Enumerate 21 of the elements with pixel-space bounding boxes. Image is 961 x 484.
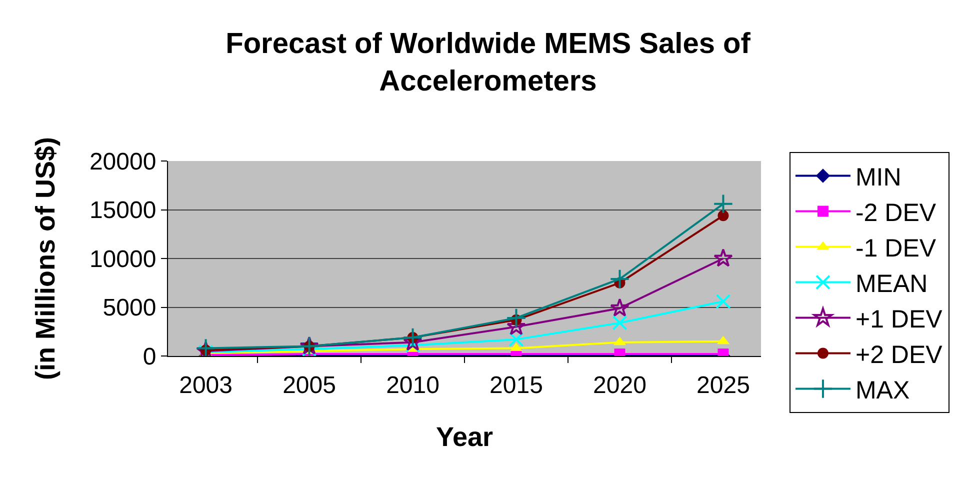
legend-label: MAX xyxy=(855,376,910,404)
chart-title: Forecast of Worldwide MEMS Sales of Accelerometers xyxy=(226,28,751,98)
legend-label: MEAN xyxy=(855,270,928,298)
y-tick-label: 20000 xyxy=(89,148,156,176)
y-axis-title: (in Millions of US$) xyxy=(30,137,60,380)
y-tick-label: 15000 xyxy=(89,197,156,224)
y-tick-label: 10000 xyxy=(89,246,156,273)
legend-label: +1 DEV xyxy=(855,306,943,334)
x-tick-label: 2015 xyxy=(490,372,543,399)
legend-label: +2 DEV xyxy=(855,341,943,369)
y-tick-label: 5000 xyxy=(102,294,156,322)
y-tick-label: 0 xyxy=(142,343,156,370)
x-tick-label: 2020 xyxy=(593,372,646,399)
legend-label: -1 DEV xyxy=(855,234,936,262)
x-tick-label: 2003 xyxy=(179,372,232,399)
x-axis-title: Year xyxy=(436,422,494,452)
x-tick-label: 2010 xyxy=(386,372,440,399)
legend-label: MIN xyxy=(855,164,902,192)
legend-label: -2 DEV xyxy=(855,199,936,227)
x-tick-label: 2005 xyxy=(282,372,336,399)
x-tick-label: 2025 xyxy=(696,372,750,399)
